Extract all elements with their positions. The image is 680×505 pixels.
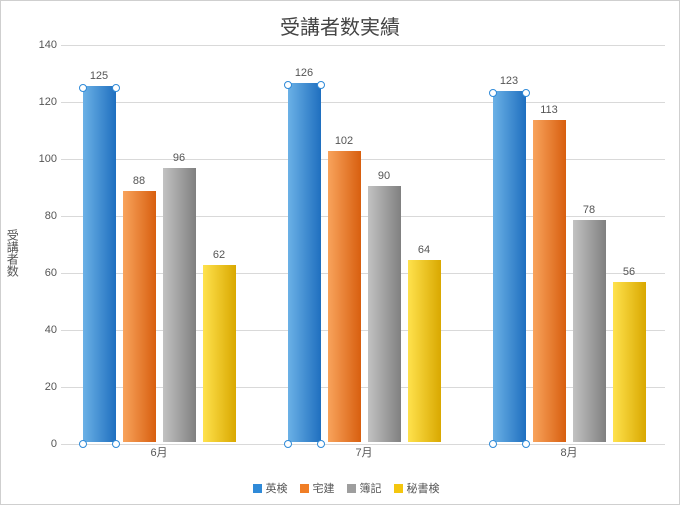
legend-label: 宅建 [313, 483, 335, 495]
bar [203, 265, 236, 442]
chart-frame: 受講者数実績 受講者数 0 20 40 60 80 100 120 140 6月 125 8896 6… [0, 0, 680, 505]
selection-marker [489, 89, 497, 97]
bar [408, 260, 441, 442]
selection-marker [317, 81, 325, 89]
bar [613, 282, 646, 442]
grid-line [61, 45, 665, 46]
data-label: 78 [569, 204, 609, 216]
y-tick-label: 80 [27, 210, 57, 222]
legend-label: 英検 [266, 483, 288, 495]
y-tick-label: 140 [27, 39, 57, 51]
legend-label: 簿記 [360, 483, 382, 495]
bar [83, 86, 116, 442]
bar [573, 220, 606, 442]
selection-marker [112, 440, 120, 448]
bar [123, 191, 156, 442]
bar [163, 168, 196, 442]
selection-marker [489, 440, 497, 448]
selection-marker [284, 81, 292, 89]
y-axis-label: 受講者数 [5, 229, 18, 277]
selection-marker [522, 440, 530, 448]
chart-title: 受講者数実績 [7, 11, 673, 40]
data-label: 56 [609, 266, 649, 278]
legend-swatch [300, 484, 309, 493]
category-label: 8月 [560, 444, 577, 460]
selection-marker [79, 440, 87, 448]
data-label: 113 [529, 104, 569, 116]
legend-swatch [394, 484, 403, 493]
selection-marker [522, 89, 530, 97]
category-label: 6月 [150, 444, 167, 460]
data-label: 96 [159, 152, 199, 164]
data-label: 126 [284, 67, 324, 79]
y-tick-label: 20 [27, 381, 57, 393]
data-label: 88 [119, 175, 159, 187]
data-label: 62 [199, 249, 239, 261]
legend-label: 秘書検 [407, 483, 440, 495]
selection-marker [317, 440, 325, 448]
legend-swatch [347, 484, 356, 493]
data-label: 64 [404, 244, 444, 256]
bar [288, 83, 321, 442]
plot-area: 0204060801001201406月1258896627月126102906… [61, 45, 665, 442]
grid-line [61, 102, 665, 103]
bar [493, 91, 526, 442]
selection-marker [112, 84, 120, 92]
bar [328, 151, 361, 442]
selection-marker [79, 84, 87, 92]
data-label: 90 [364, 170, 404, 182]
bar [533, 120, 566, 442]
legend: 英検 宅建 簿記 秘書検 [1, 480, 679, 496]
category-label: 7月 [355, 444, 372, 460]
y-tick-label: 120 [27, 96, 57, 108]
grid-line [61, 159, 665, 160]
y-tick-label: 40 [27, 324, 57, 336]
data-label: 123 [489, 75, 529, 87]
y-tick-label: 60 [27, 267, 57, 279]
legend-swatch [253, 484, 262, 493]
y-tick-label: 100 [27, 153, 57, 165]
y-tick-label: 0 [27, 438, 57, 450]
selection-marker [284, 440, 292, 448]
bar [368, 186, 401, 443]
data-label: 125 [79, 70, 119, 82]
data-label: 102 [324, 135, 364, 147]
